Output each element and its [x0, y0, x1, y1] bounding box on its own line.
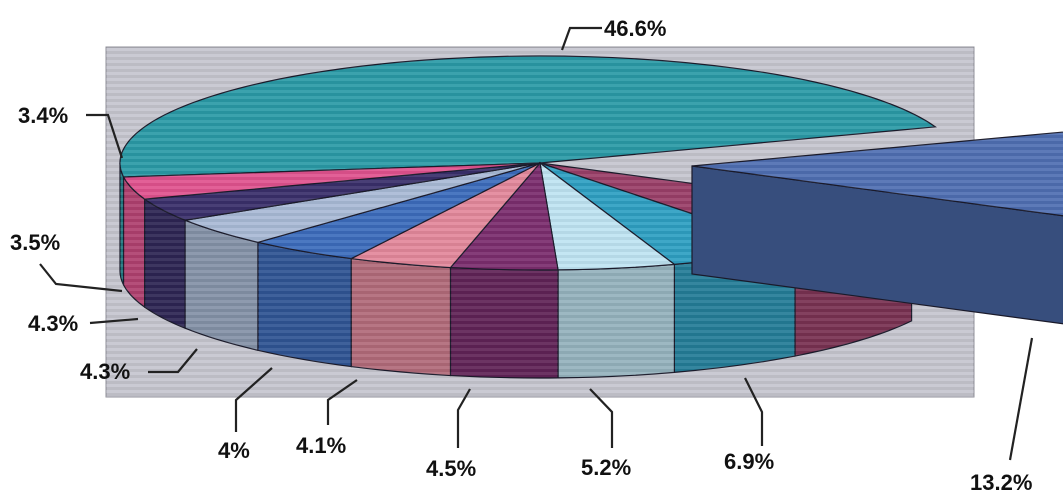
pie-slice-texture: [450, 163, 559, 270]
leader-line: [1008, 337, 1034, 461]
pie-slice-side-texture: [351, 258, 451, 376]
leader-line: [589, 388, 614, 448]
pie-slice-texture: [123, 163, 540, 200]
data-label: 4.3%: [80, 359, 130, 384]
pie-slice-texture: [185, 163, 540, 243]
pie-sides: [119, 162, 913, 379]
data-label: 4.3%: [28, 311, 78, 336]
data-label: 4.1%: [296, 433, 346, 458]
pie-slice-side-texture: [450, 267, 559, 378]
pie-slice-side-texture: [185, 220, 258, 351]
pie-slice-side-texture: [123, 176, 145, 308]
data-labels: 46.6% 13.2% 6.9% 5.2% 4.5% 4.1% 4% 4.3% …: [10, 16, 1034, 495]
data-label: 6.9%: [724, 449, 774, 474]
leader-line: [326, 379, 358, 425]
leader-line: [234, 367, 273, 432]
data-label: 3.5%: [10, 230, 60, 255]
pie-slice-texture: [540, 163, 675, 270]
data-label: 46.6%: [604, 16, 666, 41]
leader-line: [89, 317, 139, 325]
data-label: 4.5%: [426, 456, 476, 481]
pie-slice-side-texture: [120, 163, 124, 285]
pie-slice-side-texture: [257, 242, 352, 367]
pie-slice-texture: [119, 55, 936, 177]
pie-slice-texture: [144, 163, 540, 221]
leader-line: [456, 388, 471, 448]
leader-line: [744, 377, 764, 446]
pie-slice-side-texture: [144, 199, 186, 329]
data-label: 13.2%: [970, 470, 1032, 495]
leader-line: [86, 113, 124, 159]
data-label: 3.4%: [18, 103, 68, 128]
pie-slice-side-texture: [558, 264, 675, 378]
exploded-slice-group: [691, 131, 1063, 325]
leader-line: [148, 348, 198, 374]
pie-slice-texture: [257, 163, 540, 259]
leader-line: [560, 26, 602, 51]
pie-slice-texture: [351, 163, 540, 268]
leader-line: [39, 263, 123, 293]
data-label: 4%: [218, 438, 250, 463]
data-label: 5.2%: [581, 455, 631, 480]
exploded-slice-texture: [692, 132, 1063, 216]
